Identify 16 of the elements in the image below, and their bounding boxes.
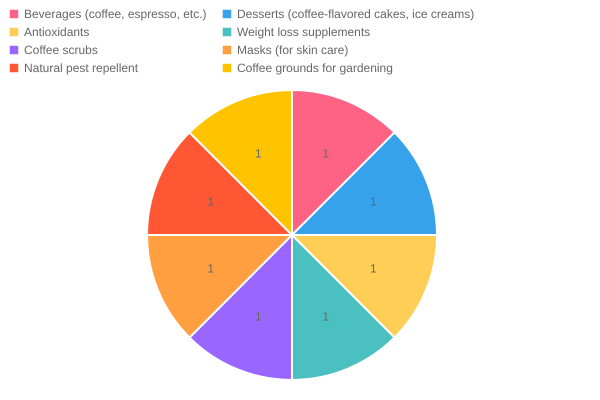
legend-label: Antioxidants — [24, 25, 90, 39]
data-label: 1 — [322, 309, 330, 324]
legend-label: Masks (for skin care) — [237, 43, 348, 57]
legend-label: Beverages (coffee, espresso, etc.) — [24, 7, 207, 21]
data-label: 1 — [207, 194, 214, 208]
data-label: 1 — [254, 309, 262, 324]
data-label: 1 — [322, 146, 330, 161]
data-label: 1 — [254, 146, 262, 161]
data-label: 1 — [370, 194, 377, 208]
legend-label: Weight loss supplements — [237, 25, 370, 39]
legend-label: Desserts (coffee-flavored cakes, ice creams) — [237, 7, 474, 21]
legend-label: Coffee scrubs — [24, 43, 98, 57]
legend-label: Coffee grounds for gardening — [237, 61, 393, 75]
data-label: 1 — [370, 262, 377, 276]
legend-label: Natural pest repellent — [24, 61, 139, 75]
data-label: 1 — [207, 262, 214, 276]
